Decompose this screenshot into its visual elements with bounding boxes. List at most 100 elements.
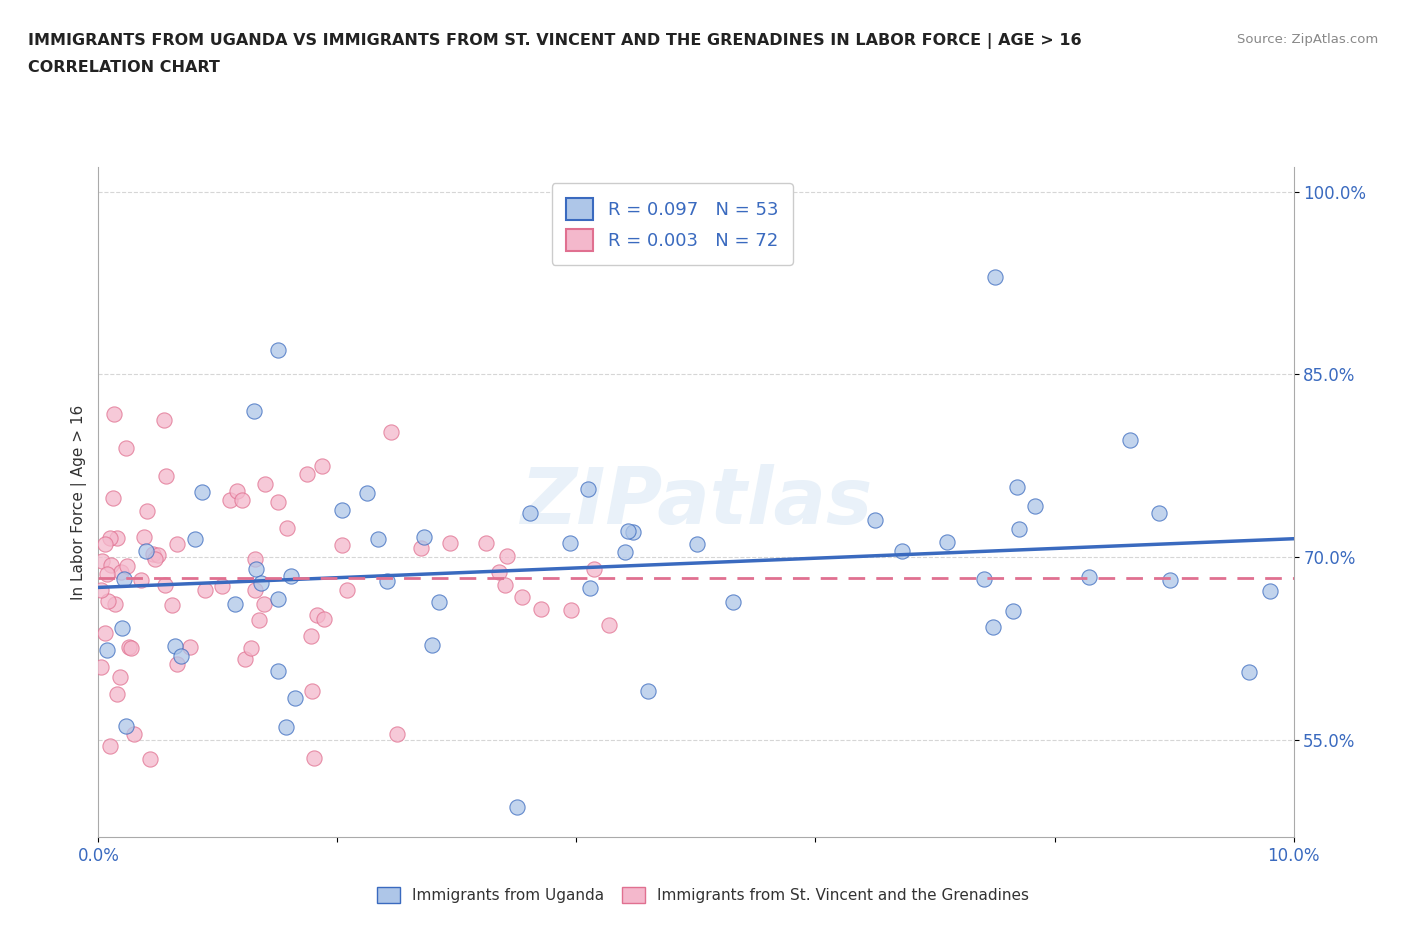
Point: [249, 576, 271, 591]
Point: [183, 532, 205, 547]
Point: [170, 649, 193, 664]
Point: [211, 579, 233, 594]
Point: [299, 629, 322, 644]
Y-axis label: In Labor Force | Age > 16: In Labor Force | Age > 16: [72, 405, 87, 600]
Point: [336, 582, 359, 597]
Point: [240, 641, 263, 656]
Point: [613, 545, 636, 560]
Point: [330, 503, 353, 518]
Point: [295, 467, 318, 482]
Point: [153, 578, 176, 592]
Point: [375, 574, 398, 589]
Point: [94, 537, 117, 551]
Point: [510, 590, 533, 604]
Point: [439, 536, 461, 551]
Point: [231, 493, 253, 508]
Point: [90, 583, 112, 598]
Point: [103, 406, 125, 421]
Point: [135, 504, 157, 519]
Text: IMMIGRANTS FROM UGANDA VS IMMIGRANTS FROM ST. VINCENT AND THE GRENADINES IN LABO: IMMIGRANTS FROM UGANDA VS IMMIGRANTS FRO…: [28, 33, 1081, 48]
Point: [100, 557, 122, 572]
Point: [132, 530, 155, 545]
Point: [135, 544, 157, 559]
Point: [224, 596, 246, 611]
Point: [155, 469, 177, 484]
Point: [190, 485, 212, 499]
Point: [166, 657, 188, 671]
Point: [194, 583, 217, 598]
Point: [385, 726, 409, 741]
Point: [519, 505, 541, 520]
Point: [98, 738, 122, 753]
Point: [1008, 522, 1031, 537]
Point: [245, 562, 267, 577]
Point: [973, 572, 995, 587]
Point: [560, 602, 582, 617]
Point: [276, 521, 298, 536]
Point: [253, 477, 276, 492]
Point: [267, 591, 290, 606]
Point: [94, 626, 117, 641]
Point: [890, 544, 912, 559]
Point: [103, 491, 125, 506]
Point: [105, 686, 128, 701]
Point: [1007, 479, 1029, 494]
Point: [420, 637, 443, 652]
Point: [598, 618, 620, 632]
Point: [936, 535, 959, 550]
Text: CORRELATION CHART: CORRELATION CHART: [28, 60, 219, 75]
Point: [124, 726, 146, 741]
Legend: R = 0.097   N = 53, R = 0.003   N = 72: R = 0.097 N = 53, R = 0.003 N = 72: [551, 183, 793, 265]
Point: [427, 594, 450, 609]
Point: [243, 551, 266, 566]
Point: [253, 596, 276, 611]
Point: [301, 684, 323, 698]
Point: [1237, 664, 1260, 679]
Point: [233, 652, 256, 667]
Point: [475, 536, 498, 551]
Point: [226, 484, 249, 498]
Point: [686, 537, 709, 551]
Point: [558, 536, 581, 551]
Point: [110, 565, 132, 579]
Point: [266, 664, 288, 679]
Point: [267, 342, 290, 357]
Point: [90, 553, 112, 568]
Point: [112, 571, 135, 586]
Point: [115, 441, 138, 456]
Point: [1078, 570, 1101, 585]
Point: [90, 660, 112, 675]
Point: [142, 547, 165, 562]
Point: [163, 639, 186, 654]
Legend: Immigrants from Uganda, Immigrants from St. Vincent and the Grenadines: Immigrants from Uganda, Immigrants from …: [371, 881, 1035, 910]
Point: [179, 640, 201, 655]
Point: [104, 596, 127, 611]
Point: [721, 594, 744, 609]
Point: [302, 751, 325, 765]
Point: [314, 611, 336, 626]
Point: [280, 568, 302, 583]
Point: [356, 485, 378, 500]
Point: [266, 495, 288, 510]
Text: ZIPatlas: ZIPatlas: [520, 464, 872, 540]
Point: [284, 691, 307, 706]
Point: [576, 482, 599, 497]
Point: [413, 530, 436, 545]
Point: [380, 425, 402, 440]
Point: [96, 643, 118, 658]
Point: [409, 540, 432, 555]
Point: [143, 551, 166, 566]
Point: [243, 404, 266, 418]
Point: [160, 597, 183, 612]
Point: [153, 412, 176, 427]
Point: [579, 580, 602, 595]
Point: [1258, 584, 1281, 599]
Point: [218, 492, 240, 507]
Point: [100, 530, 122, 545]
Point: [637, 684, 659, 698]
Point: [530, 602, 553, 617]
Point: [506, 799, 529, 814]
Point: [120, 641, 142, 656]
Point: [114, 718, 136, 733]
Point: [583, 562, 606, 577]
